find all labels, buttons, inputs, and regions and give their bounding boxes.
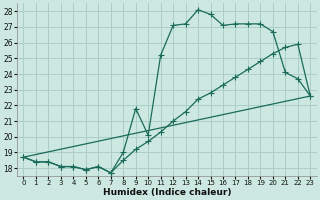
X-axis label: Humidex (Indice chaleur): Humidex (Indice chaleur) [103,188,231,197]
